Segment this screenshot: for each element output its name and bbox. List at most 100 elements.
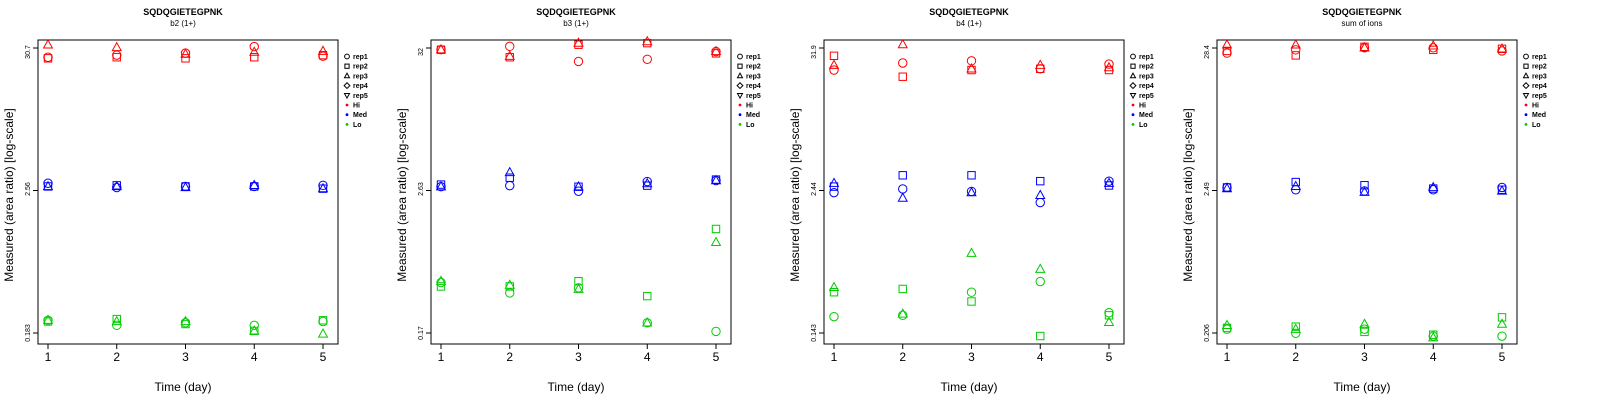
legend-dot-lo [345,123,349,126]
legend-dot-med [738,113,742,117]
legend-dot-hi [345,103,349,107]
data-point-lo-rep2 [1497,313,1507,322]
y-tick-label-mid: 2.44 [811,182,818,196]
legend-label-lo: Lo [353,122,362,129]
x-tick-label: 4 [1430,350,1437,364]
data-point-hi-rep2 [1429,45,1438,55]
legend-dot-lo [738,123,742,126]
data-point-hi-rep1 [642,54,652,64]
data-point-hi-rep2 [318,50,328,60]
legend-symbol-rep4 [343,82,351,90]
data-point-hi-rep1 [966,56,977,66]
panel-sum-of-ions: SQDQGIETEGPNK sum of ions Time (day) Mea… [1181,7,1547,394]
legend-label-hi: Hi [1532,103,1539,110]
legend-label-med: Med [1139,112,1153,119]
legend-label-rep2: rep2 [1532,64,1547,71]
data-point-med-rep1 [1104,176,1114,186]
data-point-med-rep3 [42,180,54,191]
data-point-med-rep3 [111,180,123,191]
data-point-hi-rep3 [966,62,977,73]
data-point-lo-rep1 [711,326,721,337]
data-point-lo-rep2 [711,224,721,234]
y-tick-label-bottom: 0.183 [25,324,32,342]
legend-label-hi: Hi [1139,103,1146,110]
data-point-hi-rep2 [1497,44,1507,54]
data-point-hi-rep3 [1290,38,1302,49]
data-point-hi-rep1 [573,56,584,67]
data-point-lo-rep1 [318,316,328,327]
data-point-lo-rep2 [898,284,907,294]
data-point-med-rep3 [1427,181,1439,192]
data-point-lo-rep1 [1035,276,1045,287]
data-point-hi-rep3 [710,45,722,56]
legend-symbol-rep4 [736,82,744,90]
data-point-med-rep2 [1291,177,1300,187]
legend: rep1 rep2 rep3 rep4 rep5 Hi Med Lo [1522,53,1547,129]
data-point-hi-rep2 [181,54,190,63]
data-point-lo-rep3 [1221,319,1233,330]
legend: rep1 rep2 rep3 rep4 rep5 Hi Med Lo [343,53,368,129]
x-tick-label: 4 [251,350,258,364]
legend-label-rep5: rep5 [1532,93,1547,100]
data-point-hi-rep3 [1427,39,1439,50]
plot-frame [37,39,339,345]
data-point-med-rep3 [1359,186,1370,196]
x-tick-label: 3 [968,350,975,364]
data-point-lo-rep3 [710,236,722,246]
legend-dot-hi [1131,103,1135,107]
legend-symbol-rep1 [344,53,350,60]
y-axis-label: Measured (area ratio) [log-scale] [395,108,409,281]
legend-label-rep3: rep3 [353,73,368,80]
data-point-hi-rep3 [1359,41,1370,52]
data-point-lo-rep3 [42,314,54,324]
data-point-lo-rep3 [1427,331,1439,342]
x-tick-label: 1 [1224,350,1231,364]
plot-area: 1 2 3 4 5 [33,38,339,364]
data-point-lo-rep2 [1429,330,1438,339]
x-tick-label: 3 [575,350,582,364]
data-point-lo-rep1 [112,320,122,331]
legend-symbol-rep5 [736,93,744,100]
data-point-med-rep2 [898,171,907,180]
plot-area: 1 2 3 4 5 [1212,38,1518,364]
x-axis-label: Time (day) [548,380,605,394]
legend-label-lo: Lo [1139,122,1148,129]
data-point-hi-rep3 [1103,61,1115,72]
legend-label-med: Med [1532,112,1546,119]
legend-symbol-rep3 [343,72,351,79]
data-point-med-rep3 [1221,182,1233,193]
legend-symbol-rep2 [1130,63,1136,69]
data-point-lo-rep3 [317,328,329,338]
x-tick-label: 5 [320,350,327,364]
data-point-med-rep2 [318,184,328,193]
data-point-lo-rep3 [828,281,840,292]
data-point-hi-rep1 [1222,48,1232,58]
data-point-lo-rep2 [967,297,976,306]
x-tick-label: 5 [1499,350,1506,364]
data-point-lo-rep2 [1036,331,1045,341]
x-tick-label: 3 [1361,350,1368,364]
data-point-lo-rep2 [436,282,446,291]
data-point-hi-rep3 [317,45,329,55]
x-axis-label: Time (day) [941,380,998,394]
legend-symbol-rep1 [1523,53,1529,60]
legend-symbol-rep2 [344,63,350,69]
data-point-med-rep2 [505,173,514,182]
data-point-lo-rep2 [1291,322,1300,331]
data-point-lo-rep3 [504,279,516,289]
data-point-lo-rep2 [250,326,259,336]
legend-label-rep4: rep4 [353,83,368,90]
legend-label-rep3: rep3 [1532,73,1547,80]
data-point-hi-rep1 [318,51,328,61]
data-point-med-rep3 [1034,189,1046,199]
panel-title: SQDQGIETEGPNK [929,7,1009,17]
data-point-med-rep3 [897,192,909,202]
data-point-hi-rep1 [1291,45,1301,55]
legend-dot-med [1131,113,1135,117]
data-point-med-rep1 [249,181,259,192]
data-point-lo-rep3 [966,247,977,257]
data-point-med-rep1 [1497,182,1507,193]
data-point-med-rep1 [112,182,122,193]
data-point-lo-rep2 [829,288,839,297]
legend-label-rep2: rep2 [1139,64,1154,71]
